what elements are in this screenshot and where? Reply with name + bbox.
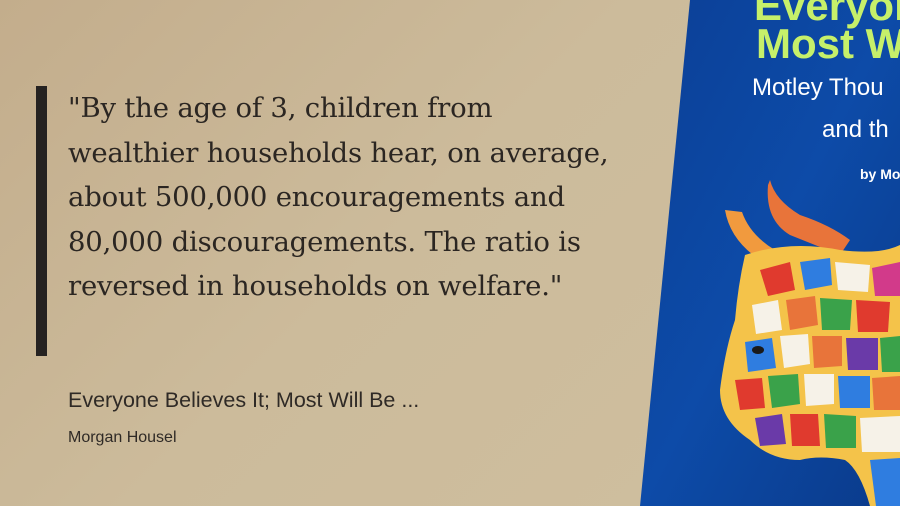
- cover-subtitle-line-1: Motley Thou: [752, 74, 884, 101]
- cover-title-line-2: Most Wi: [756, 20, 900, 67]
- cover-author-line: by Mo: [860, 166, 900, 182]
- mosaic-bull-figure: [720, 180, 900, 506]
- quote-text: "By the age of 3, children from wealthie…: [68, 92, 609, 302]
- cover-title-line-1: Everyone: [754, 0, 900, 29]
- cover-subtitle-line-2: and th: [822, 116, 889, 143]
- source-title[interactable]: Everyone Believes It; Most Will Be ...: [68, 388, 420, 412]
- quote-accent-bar: [36, 86, 47, 356]
- source-author: Morgan Housel: [68, 429, 177, 446]
